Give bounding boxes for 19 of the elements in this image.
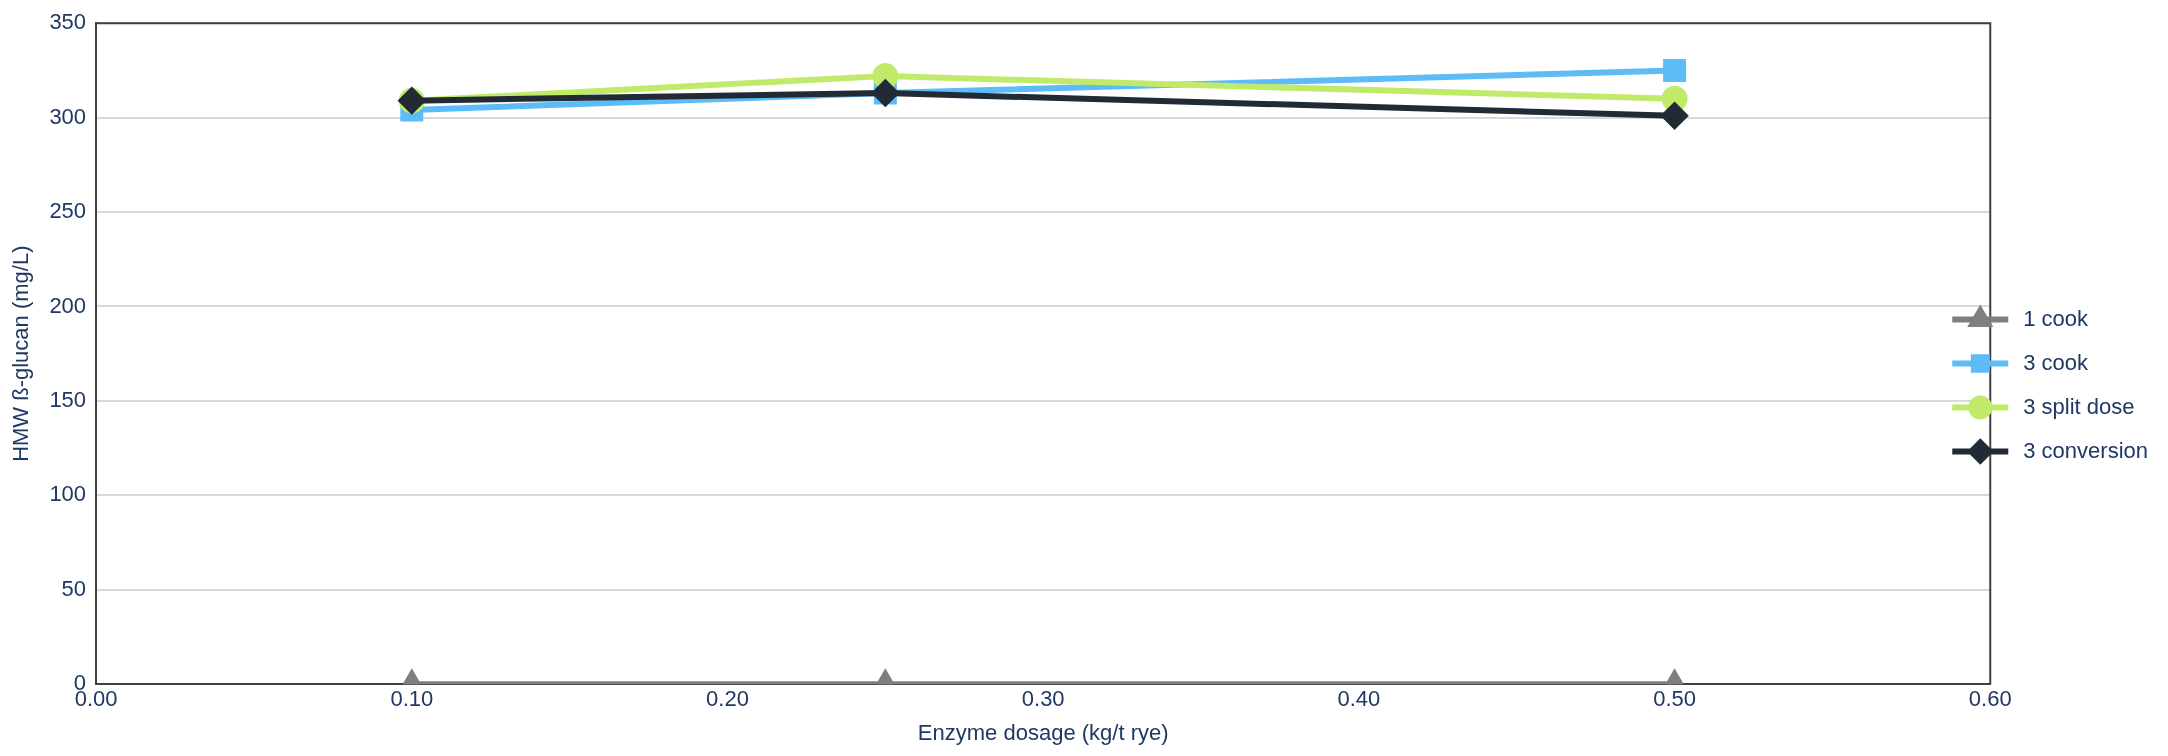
y-tick-label: 350 <box>49 9 87 35</box>
y-tick-label: 300 <box>49 103 87 129</box>
y-axis-title: HMW ß-glucan (mg/L) <box>8 245 34 462</box>
y-tick-label: 50 <box>61 575 87 601</box>
legend-label: 1 cook <box>2023 305 2090 331</box>
x-tick-label: 0.60 <box>1968 686 2012 712</box>
x-tick-label: 0.40 <box>1337 686 1381 712</box>
y-tick-label: 200 <box>49 292 87 318</box>
x-tick-label: 0.10 <box>390 686 434 712</box>
legend-label: 3 cook <box>2023 349 2090 375</box>
y-tick-label: 100 <box>49 481 87 507</box>
x-tick-label: 0.50 <box>1653 686 1696 712</box>
x-tick-label: 0.30 <box>1021 686 1065 712</box>
y-tick-label: 250 <box>49 198 87 224</box>
y-tick-label: 150 <box>49 386 87 412</box>
x-axis-title: Enzyme dosage (kg/t rye) <box>917 719 1169 745</box>
legend-label: 3 split dose <box>2023 393 2135 419</box>
legend-label: 3 conversion <box>2023 437 2149 463</box>
x-tick-label: 0.20 <box>706 686 749 712</box>
